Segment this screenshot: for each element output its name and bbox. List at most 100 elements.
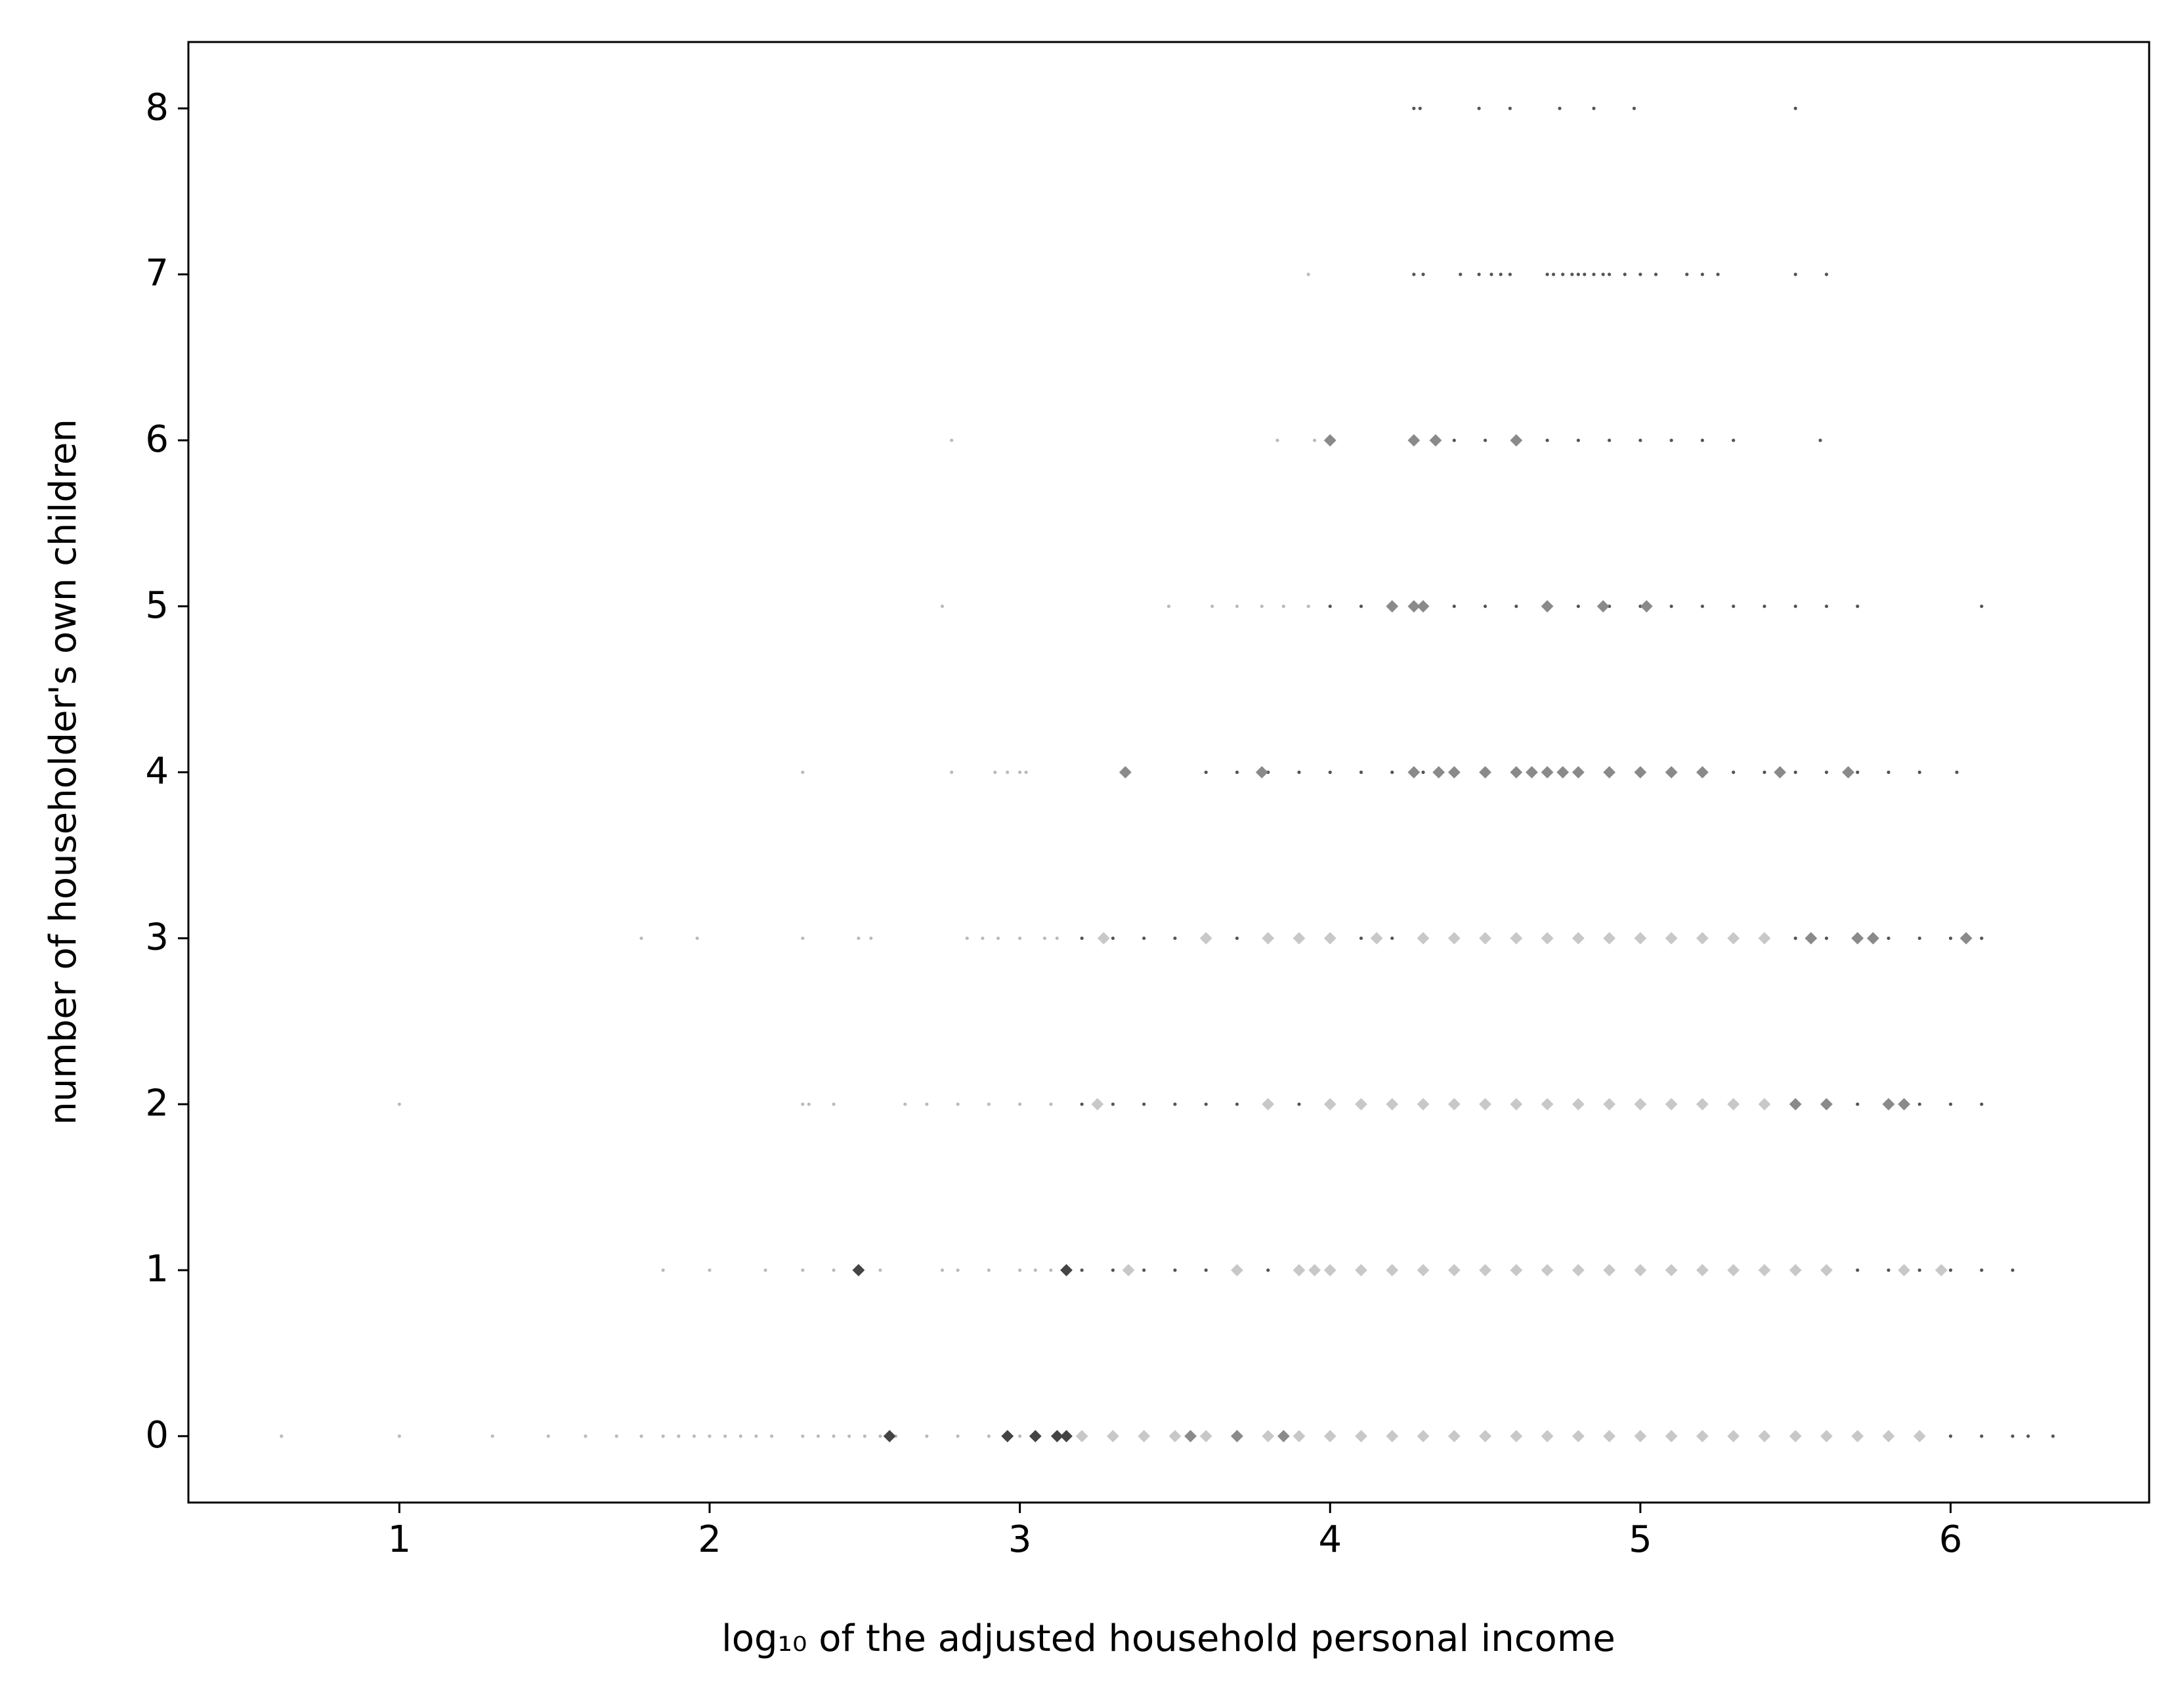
point: [1758, 1264, 1771, 1277]
point: [1887, 770, 1891, 775]
point: [1510, 1264, 1523, 1277]
point: [1820, 1098, 1833, 1111]
point: [987, 1268, 991, 1272]
point: [1355, 1430, 1367, 1443]
point: [639, 1434, 643, 1438]
point: [1545, 438, 1549, 442]
point: [1412, 106, 1416, 110]
point: [708, 1268, 712, 1272]
point: [1386, 1264, 1399, 1277]
point: [1758, 1098, 1771, 1111]
x-tick-label: 1: [388, 1518, 412, 1561]
point: [661, 1434, 665, 1438]
point: [1541, 931, 1554, 945]
point: [1235, 770, 1239, 775]
point: [1477, 272, 1481, 276]
point: [1477, 106, 1481, 110]
point: [1479, 1430, 1491, 1443]
point: [1328, 605, 1332, 608]
point: [1119, 766, 1132, 779]
point: [1638, 605, 1642, 608]
point: [2011, 1268, 2015, 1272]
point: [280, 1434, 284, 1438]
point: [1732, 605, 1736, 608]
point: [1634, 1264, 1647, 1277]
point: [1418, 106, 1422, 110]
point: [1898, 1098, 1911, 1111]
point: [940, 605, 945, 608]
point: [1417, 1264, 1430, 1277]
point: [1479, 766, 1491, 779]
point: [950, 770, 954, 775]
point: [1199, 1430, 1212, 1443]
point: [1571, 766, 1585, 779]
point: [661, 1268, 665, 1272]
point: [1603, 1264, 1616, 1277]
point: [832, 1268, 836, 1272]
plot-area: [280, 106, 2055, 1443]
point: [993, 770, 997, 775]
point: [1856, 1268, 1860, 1272]
point: [1576, 438, 1580, 442]
point: [1210, 605, 1214, 608]
point: [1173, 936, 1177, 940]
point: [1948, 1102, 1953, 1106]
point: [1293, 1264, 1306, 1277]
point: [708, 1434, 712, 1438]
point: [1608, 605, 1612, 608]
point: [1281, 605, 1285, 608]
point: [1948, 1268, 1953, 1272]
point: [1700, 438, 1705, 442]
point: [1887, 1268, 1891, 1272]
point: [1917, 770, 1921, 775]
point: [1514, 605, 1518, 608]
point: [832, 1434, 836, 1438]
point: [1665, 1264, 1678, 1277]
point: [1856, 1102, 1860, 1106]
point: [1417, 600, 1430, 613]
point: [1235, 936, 1239, 940]
point: [1173, 1268, 1177, 1272]
point: [1727, 1264, 1740, 1277]
point: [1055, 936, 1059, 940]
point: [1412, 272, 1416, 276]
point: [1887, 936, 1891, 940]
point: [1262, 931, 1275, 945]
point: [1452, 605, 1456, 608]
point: [1421, 272, 1425, 276]
point: [1634, 931, 1647, 945]
point: [763, 1268, 767, 1272]
point: [1166, 605, 1171, 608]
point: [1638, 438, 1642, 442]
point: [1882, 1098, 1895, 1111]
point: [1603, 1430, 1616, 1443]
point: [1386, 1098, 1399, 1111]
axes-frame: [187, 41, 2150, 1504]
x-axis-label: log₁₀ of the adjusted household personal…: [721, 1617, 1615, 1660]
x-tick-label: 5: [1629, 1518, 1652, 1561]
point: [1592, 106, 1596, 110]
point: [1355, 1264, 1367, 1277]
point: [1789, 1098, 1802, 1111]
point: [1323, 1264, 1336, 1277]
point: [1447, 931, 1461, 945]
point: [584, 1434, 588, 1438]
point: [1390, 770, 1394, 775]
point: [1231, 1430, 1243, 1443]
point: [1980, 1268, 1984, 1272]
point: [1266, 1268, 1270, 1272]
y-axis-label: number of householder's own children: [42, 419, 85, 1125]
point: [801, 770, 805, 775]
point: [1917, 1268, 1921, 1272]
point: [1006, 770, 1010, 775]
point: [1479, 1098, 1491, 1111]
point: [832, 1102, 836, 1106]
y-tick-label: 7: [145, 252, 169, 295]
x-tick-label: 4: [1318, 1518, 1342, 1561]
point: [1545, 272, 1549, 276]
point: [1980, 605, 1984, 608]
point: [1793, 272, 1797, 276]
point: [1654, 272, 1658, 276]
point: [852, 1264, 865, 1277]
point: [1111, 1102, 1115, 1106]
